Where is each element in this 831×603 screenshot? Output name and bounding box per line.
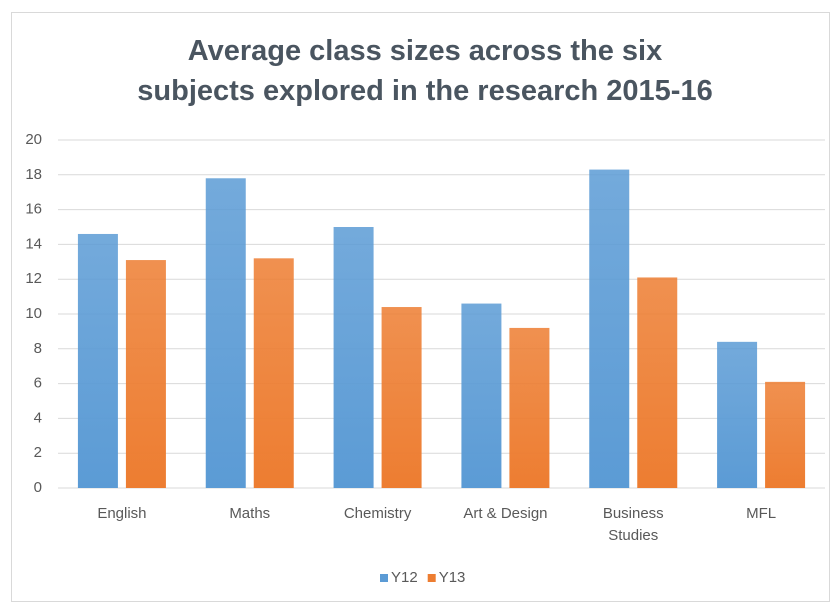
y-tick-label: 12	[25, 270, 42, 287]
y-tick-label: 10	[25, 305, 42, 322]
y-tick-label: 16	[25, 201, 42, 218]
legend-label: Y12	[391, 569, 418, 586]
y-tick-label: 6	[34, 375, 42, 392]
y-tick-label: 20	[25, 131, 42, 148]
x-tick-label: English	[97, 505, 146, 522]
bar	[589, 169, 630, 488]
bar	[381, 307, 422, 488]
x-tick-label: Chemistry	[344, 505, 412, 522]
bar	[333, 227, 374, 488]
x-tick-label: MFL	[746, 505, 776, 522]
y-tick-label: 2	[34, 444, 42, 461]
y-tick-label: 8	[34, 340, 42, 357]
bar	[717, 341, 758, 488]
bar	[77, 233, 118, 488]
bar	[125, 260, 166, 488]
y-tick-label: 0	[34, 479, 42, 496]
bar	[253, 258, 294, 488]
x-tick-label: Art & Design	[463, 505, 547, 522]
x-tick-label: Business Studies	[603, 505, 664, 544]
bar	[461, 303, 502, 488]
bar	[765, 381, 806, 488]
y-tick-label: 18	[25, 166, 42, 183]
bar	[205, 178, 246, 488]
legend-swatch	[380, 574, 388, 582]
chart-title: Average class sizes across the six subjec…	[137, 35, 712, 107]
bar	[637, 277, 678, 488]
x-tick-label: Maths	[229, 505, 270, 522]
bar	[509, 327, 550, 488]
y-tick-label: 4	[34, 409, 42, 426]
legend-swatch	[427, 574, 436, 582]
y-tick-label: 14	[25, 235, 42, 252]
legend-label: Y13	[439, 569, 466, 586]
